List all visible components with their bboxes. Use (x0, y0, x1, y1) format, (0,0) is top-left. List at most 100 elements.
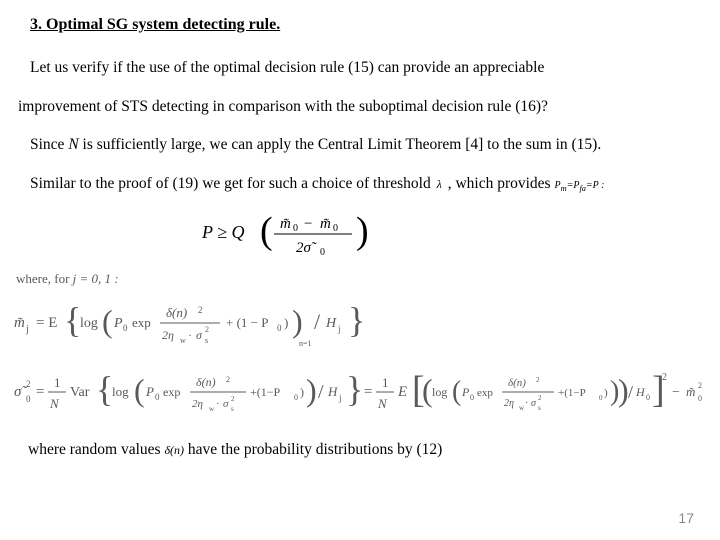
svg-text:j: j (25, 324, 29, 335)
svg-text:0: 0 (698, 394, 702, 403)
text: is sufficiently large, we can apply the … (79, 136, 602, 153)
eq-mj-svg: m̃ j = E { } log ( P 0 exp δ(n) 2 2η w ·… (14, 295, 394, 351)
svg-text:2: 2 (205, 325, 209, 334)
svg-text:): ) (306, 372, 317, 408)
svg-text:P: P (461, 385, 470, 399)
svg-text:m̃: m̃ (280, 216, 291, 232)
text: have the probability distributions by (1… (184, 441, 442, 458)
svg-text:w: w (180, 336, 186, 345)
svg-text:2: 2 (231, 395, 235, 403)
svg-text:σ: σ (196, 328, 203, 342)
svg-text:): ) (604, 387, 608, 399)
svg-text:/: / (318, 381, 324, 403)
svg-text:2: 2 (536, 376, 540, 384)
delta-n-symbol: δ(n) (164, 443, 184, 457)
svg-text:σ: σ (531, 398, 537, 409)
svg-text:}: } (346, 369, 363, 409)
svg-text:H: H (325, 316, 337, 331)
svg-text:P ≥ Q: P ≥ Q (202, 222, 245, 242)
text: Similar to the proof of (19) we get for … (30, 175, 435, 192)
svg-text:{: { (64, 300, 81, 340)
svg-text:s: s (538, 404, 541, 412)
svg-text:0: 0 (155, 392, 160, 402)
svg-text:): ) (284, 315, 288, 330)
paragraph-3: Similar to the proof of (19) we get for … (30, 168, 702, 201)
svg-text:{: { (96, 369, 113, 409)
svg-text:s: s (205, 336, 208, 345)
page-number: 17 (678, 510, 694, 526)
equation-sigma: σ̃ 0 2 = 1 N Var { log ( P 0 exp δ(n) 2 … (14, 364, 702, 427)
svg-text:+ (1 − P: + (1 − P (226, 315, 268, 330)
svg-text:1: 1 (382, 375, 389, 390)
svg-text:/: / (314, 309, 321, 334)
svg-text:/: / (628, 382, 633, 402)
svg-text:N: N (377, 396, 388, 411)
svg-text:n=1: n=1 (299, 339, 312, 348)
where-for-j: where, for j = 0, 1 : (16, 271, 702, 287)
svg-text:0: 0 (333, 223, 338, 234)
svg-text:(: ( (134, 372, 145, 408)
svg-text:H: H (635, 385, 646, 399)
svg-text:): ) (356, 210, 369, 252)
svg-text:H: H (327, 384, 338, 399)
svg-text:exp: exp (477, 387, 493, 399)
svg-text:·: · (525, 398, 528, 409)
svg-text:2: 2 (198, 305, 203, 315)
svg-text:−: − (672, 385, 680, 400)
section-heading: 3. Optimal SG system detecting rule. (30, 16, 702, 34)
eq-sigma-svg: σ̃ 0 2 = 1 N Var { log ( P 0 exp δ(n) 2 … (14, 364, 714, 422)
svg-text:0: 0 (26, 394, 31, 404)
svg-text:w: w (209, 405, 215, 413)
svg-text:2: 2 (26, 379, 31, 389)
pm-pfa-equality: Pm=Pfa=P : (554, 180, 604, 191)
svg-text:σ: σ (223, 398, 229, 410)
equation-main: P ≥ Q ( ) m̃ 0 − m̃ 0 2σ̃ 0 (202, 208, 702, 265)
svg-text:2η: 2η (504, 398, 514, 409)
svg-text:2: 2 (226, 375, 230, 384)
svg-text:log: log (432, 385, 447, 399)
svg-text:= E: = E (36, 315, 57, 331)
svg-text:0: 0 (599, 394, 603, 402)
svg-text:+(1−P: +(1−P (250, 385, 281, 399)
svg-text:2η: 2η (192, 398, 203, 410)
svg-text:0: 0 (646, 393, 650, 402)
svg-text:m̃: m̃ (14, 315, 25, 331)
svg-text:log: log (112, 384, 129, 399)
eq-main-svg: P ≥ Q ( ) m̃ 0 − m̃ 0 2σ̃ 0 (202, 208, 392, 260)
svg-text:exp: exp (132, 315, 151, 330)
svg-text:log: log (80, 316, 98, 331)
text: , which provides (444, 175, 555, 192)
svg-text:δ(n): δ(n) (166, 305, 187, 320)
svg-text:exp: exp (163, 385, 180, 399)
svg-text:=: = (364, 384, 372, 400)
svg-text:): ) (300, 385, 304, 399)
svg-text:(: ( (260, 210, 273, 252)
svg-text:N: N (49, 396, 60, 411)
svg-text:·: · (216, 398, 220, 410)
svg-text:Var: Var (70, 385, 90, 400)
svg-text:s: s (231, 405, 234, 413)
tail-sentence: where random values δ(n) have the probab… (28, 441, 702, 459)
svg-text:P: P (145, 384, 154, 399)
paragraph-1-line-2: improvement of STS detecting in comparis… (18, 91, 702, 124)
svg-text:P: P (113, 316, 123, 331)
svg-text:δ(n): δ(n) (196, 375, 216, 389)
svg-text:2: 2 (538, 394, 542, 402)
text: where random values (28, 441, 164, 458)
svg-text:0: 0 (470, 393, 474, 402)
text: Since (30, 136, 68, 153)
paragraph-2: Since N is sufficiently large, we can ap… (30, 129, 702, 162)
svg-text:E: E (397, 384, 407, 400)
variable-N: N (68, 136, 78, 153)
svg-text:}: } (348, 300, 365, 340)
svg-text:0: 0 (277, 323, 282, 333)
svg-text:=: = (36, 384, 44, 400)
svg-text:0: 0 (294, 393, 298, 402)
svg-text:j: j (337, 324, 341, 334)
svg-text:(: ( (102, 303, 113, 339)
svg-text:): ) (292, 303, 303, 339)
svg-text:2η: 2η (162, 328, 174, 342)
svg-text:δ(n): δ(n) (508, 377, 526, 389)
svg-text:−: − (304, 216, 312, 232)
equation-mj: m̃ j = E { } log ( P 0 exp δ(n) 2 2η w ·… (14, 295, 702, 356)
